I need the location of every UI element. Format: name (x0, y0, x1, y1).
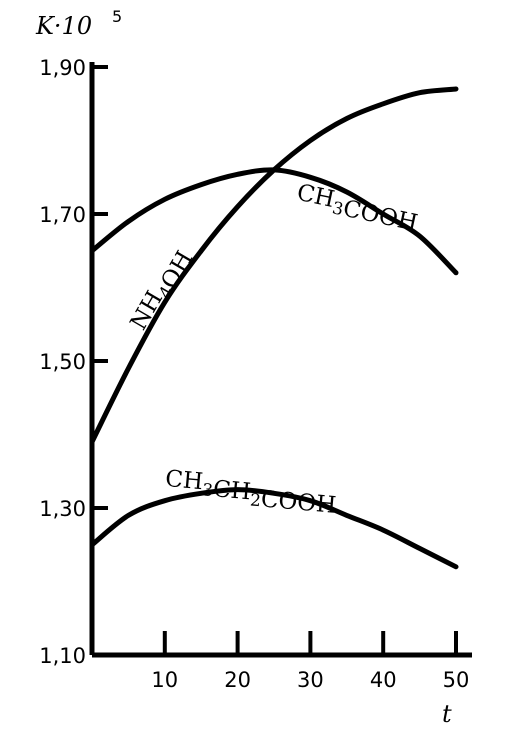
y-tick-label: 1,30 (39, 497, 86, 521)
y-tick-label: 1,10 (39, 644, 86, 668)
series-label-subscript: 3 (330, 198, 345, 220)
series-line-1 (89, 167, 459, 276)
ticks: 1,10 1,30 1,50 1,70 1,90 10 20 30 40 50 (39, 56, 469, 692)
series-line-2 (89, 487, 459, 570)
series-label-subscript: 2 (249, 490, 262, 511)
series-label-part: CH (164, 466, 204, 495)
axes (89, 62, 472, 658)
y-tick-label: 1,50 (39, 350, 86, 374)
series-label-part: COOH (260, 486, 337, 518)
series-label-part: COOH (341, 196, 420, 237)
series-label-subscript: 3 (201, 480, 214, 501)
x-axis-title: t (442, 700, 452, 728)
x-tick-label: 30 (297, 668, 324, 692)
series-line-0 (89, 86, 459, 445)
y-axis-title: K·10 (35, 12, 92, 40)
series-layer (89, 86, 459, 570)
series-label-1: CH3COOH (293, 180, 421, 237)
x-tick-label: 10 (151, 668, 178, 692)
series-label-part: CH (212, 476, 252, 505)
y-tick-label: 1,90 (39, 56, 86, 80)
y-axis-title-exponent: 5 (112, 7, 122, 26)
x-tick-label: 20 (224, 668, 251, 692)
x-tick-label: 40 (370, 668, 397, 692)
x-tick-label: 50 (443, 668, 470, 692)
series-label-2: CH3CH2COOH (163, 466, 338, 519)
y-tick-label: 1,70 (39, 203, 86, 227)
series-label-0: NH4OH (126, 244, 199, 338)
